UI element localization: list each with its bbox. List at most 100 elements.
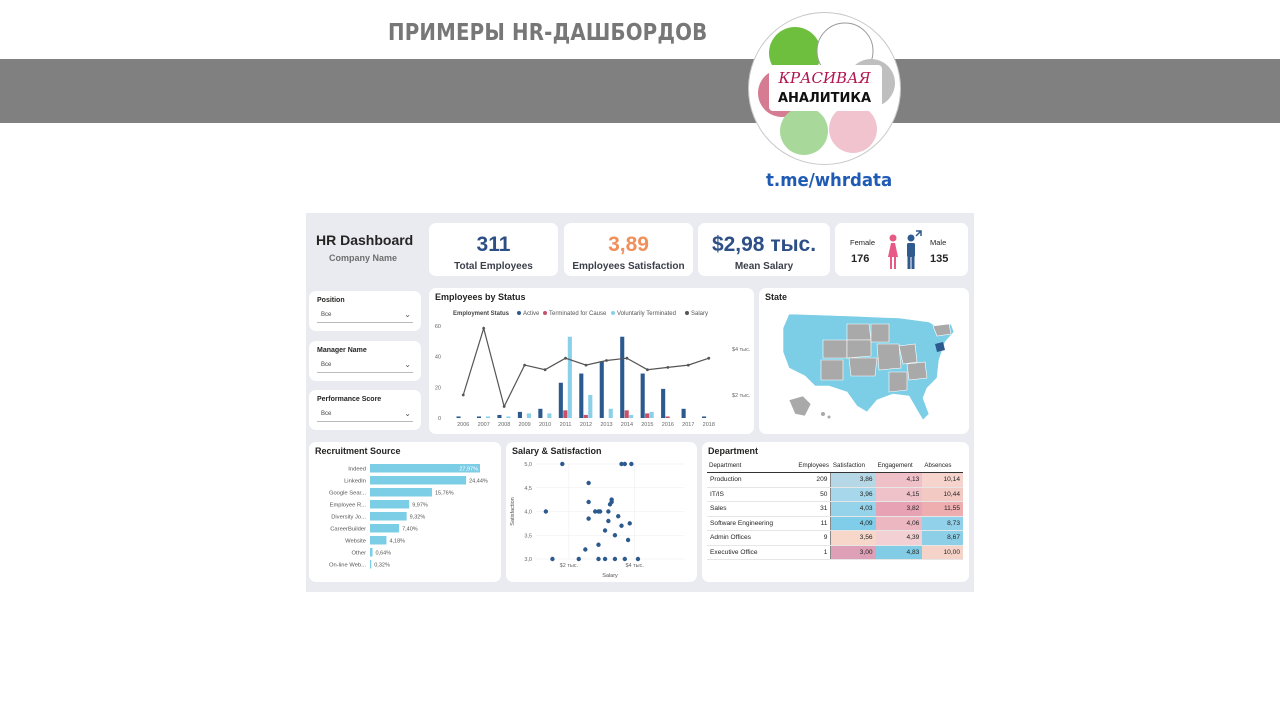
state-highlight [935, 342, 945, 352]
chevron-down-icon[interactable]: ⌄ [404, 360, 411, 369]
bar [506, 416, 511, 418]
column-header-absences[interactable]: Absences [922, 460, 963, 473]
bar [649, 411, 654, 418]
x-tick-label: 2010 [539, 422, 551, 428]
engagement-cell: 4,13 [875, 472, 923, 488]
logo: КРАСИВАЯ АНАЛИТИКА [748, 12, 901, 165]
salary-point [707, 356, 711, 360]
position-slicer[interactable]: Position Все ⌄ [309, 291, 421, 331]
absences-cell: 10,44 [922, 487, 963, 502]
column-header-employees[interactable]: Employees [792, 460, 831, 473]
category-label: CareerBuilder [330, 527, 366, 533]
table-row[interactable]: Sales 31 4,03 3,82 11,55 [707, 501, 963, 517]
scatter-point [586, 499, 591, 505]
satisfaction-cell: 3,86 [830, 472, 876, 488]
column-header-satisfaction[interactable]: Satisfaction [830, 460, 876, 473]
scatter-point [560, 461, 565, 467]
satisfaction-cell: 4,09 [830, 516, 876, 531]
state-grey-region [846, 323, 872, 341]
position-dropdown[interactable]: Все ⌄ [317, 309, 413, 323]
salary-satisfaction-chart: 3,0 3,5 4,0 4,5 5,0 $2 тыс. $4 тыс. Salary Satis… [510, 461, 684, 579]
logo-text-top: КРАСИВАЯ [778, 69, 871, 87]
y-tick-label: 4,5 [524, 486, 532, 492]
legend-label: Terminated for Cause [549, 311, 607, 317]
y-tick-label: 4,0 [524, 510, 532, 516]
legend-label: Voluntarily Terminated [617, 311, 676, 317]
table-row[interactable]: Software Engineering 11 4,09 4,06 8,73 [707, 516, 963, 531]
department-name: Admin Offices [707, 530, 793, 546]
bar [681, 408, 686, 418]
telegram-link[interactable]: t.me/whrdata [766, 170, 893, 191]
table-header-row: Department Employees Satisfaction Engage… [707, 460, 963, 473]
bar [620, 336, 625, 418]
x-tick-label: 2018 [703, 422, 715, 428]
legend-marker [517, 311, 521, 315]
scatter-point [602, 528, 608, 533]
slicer-value: Все [321, 312, 332, 318]
us-state-map[interactable] [759, 288, 969, 434]
salary-point [686, 363, 690, 367]
manager-slicer[interactable]: Manager Name Все ⌄ [309, 341, 421, 381]
scatter-point [606, 509, 611, 514]
x-tick-label: 2013 [600, 422, 612, 428]
bar [579, 373, 584, 418]
x-tick-label: $2 тыс. [560, 563, 579, 569]
data-label: 0,32% [374, 563, 390, 569]
chevron-down-icon[interactable]: ⌄ [404, 409, 411, 418]
legend-label: Active [523, 311, 540, 317]
recruitment-source-chart: Indeed 27,97% LinkedIn 24,44% Google Sear...… [329, 464, 488, 569]
manager-dropdown[interactable]: Все ⌄ [317, 359, 413, 373]
table-row[interactable]: Production 209 3,86 4,13 10,14 [707, 472, 963, 488]
column-header-department[interactable]: Department [707, 460, 793, 473]
kpi-value: 311 [476, 233, 511, 256]
state-grey-region [898, 343, 918, 365]
kpi-label: Employees Satisfaction [572, 261, 685, 272]
logo-striped-pink-circle [829, 105, 877, 153]
salary-point [625, 356, 629, 360]
salary-point [543, 368, 547, 372]
x-tick-label: 2012 [580, 422, 592, 428]
employees-cell: 31 [792, 501, 832, 517]
table-row[interactable]: IT/IS 50 3,96 4,15 10,44 [707, 487, 963, 502]
scatter-point [619, 523, 624, 528]
bar [640, 373, 645, 418]
logo-circles-art [758, 22, 895, 155]
data-label: 7,40% [402, 527, 418, 533]
department-name: Production [707, 472, 793, 488]
y-tick-label: 0 [438, 416, 441, 422]
recruitment-source-card: Recruitment Source Indeed 27,97% LinkedIn 2… [309, 442, 501, 582]
salary-satisfaction-card: Salary & Satisfaction 3,0 3,5 4,0 4,5 5,0 $2 … [506, 442, 697, 582]
scatter-point [597, 509, 603, 514]
salary-point [564, 356, 567, 360]
state-grey-region [932, 323, 952, 337]
x-axis-label: Salary [602, 573, 618, 579]
engagement-cell: 4,06 [875, 516, 923, 531]
data-label: 15,76% [435, 491, 454, 497]
kpi-satisfaction: 3,89 Employees Satisfaction [564, 223, 693, 276]
satisfaction-cell: 3,56 [830, 530, 876, 546]
performance-dropdown[interactable]: Все ⌄ [317, 408, 413, 422]
scatter-point [602, 556, 608, 562]
slicer-label: Performance Score [317, 396, 382, 403]
chevron-down-icon[interactable]: ⌄ [404, 310, 411, 319]
bar [547, 413, 552, 418]
table-row[interactable]: Executive Office 1 3,00 4,83 10,00 [707, 545, 963, 560]
male-label: Male [930, 238, 947, 247]
column-header-engagement[interactable]: Engagement [875, 460, 923, 473]
bar [526, 413, 531, 418]
scatter-point [619, 461, 624, 467]
kpi-label: Total Employees [454, 261, 533, 272]
state-map-card: State [759, 288, 969, 434]
x-tick-label: 2006 [457, 422, 469, 428]
scatter-point [606, 518, 611, 524]
category-label: Other [352, 551, 367, 557]
performance-slicer[interactable]: Performance Score Все ⌄ [309, 390, 421, 430]
table-row[interactable]: Admin Offices 9 3,56 4,39 8,67 [707, 530, 963, 546]
scatter-point [596, 556, 601, 562]
grey-banner-band [0, 59, 1280, 123]
bar [370, 488, 432, 497]
category-label: On-line Web... [329, 563, 366, 569]
kpi-value: 3,89 [608, 233, 649, 256]
engagement-cell: 4,83 [875, 545, 923, 560]
